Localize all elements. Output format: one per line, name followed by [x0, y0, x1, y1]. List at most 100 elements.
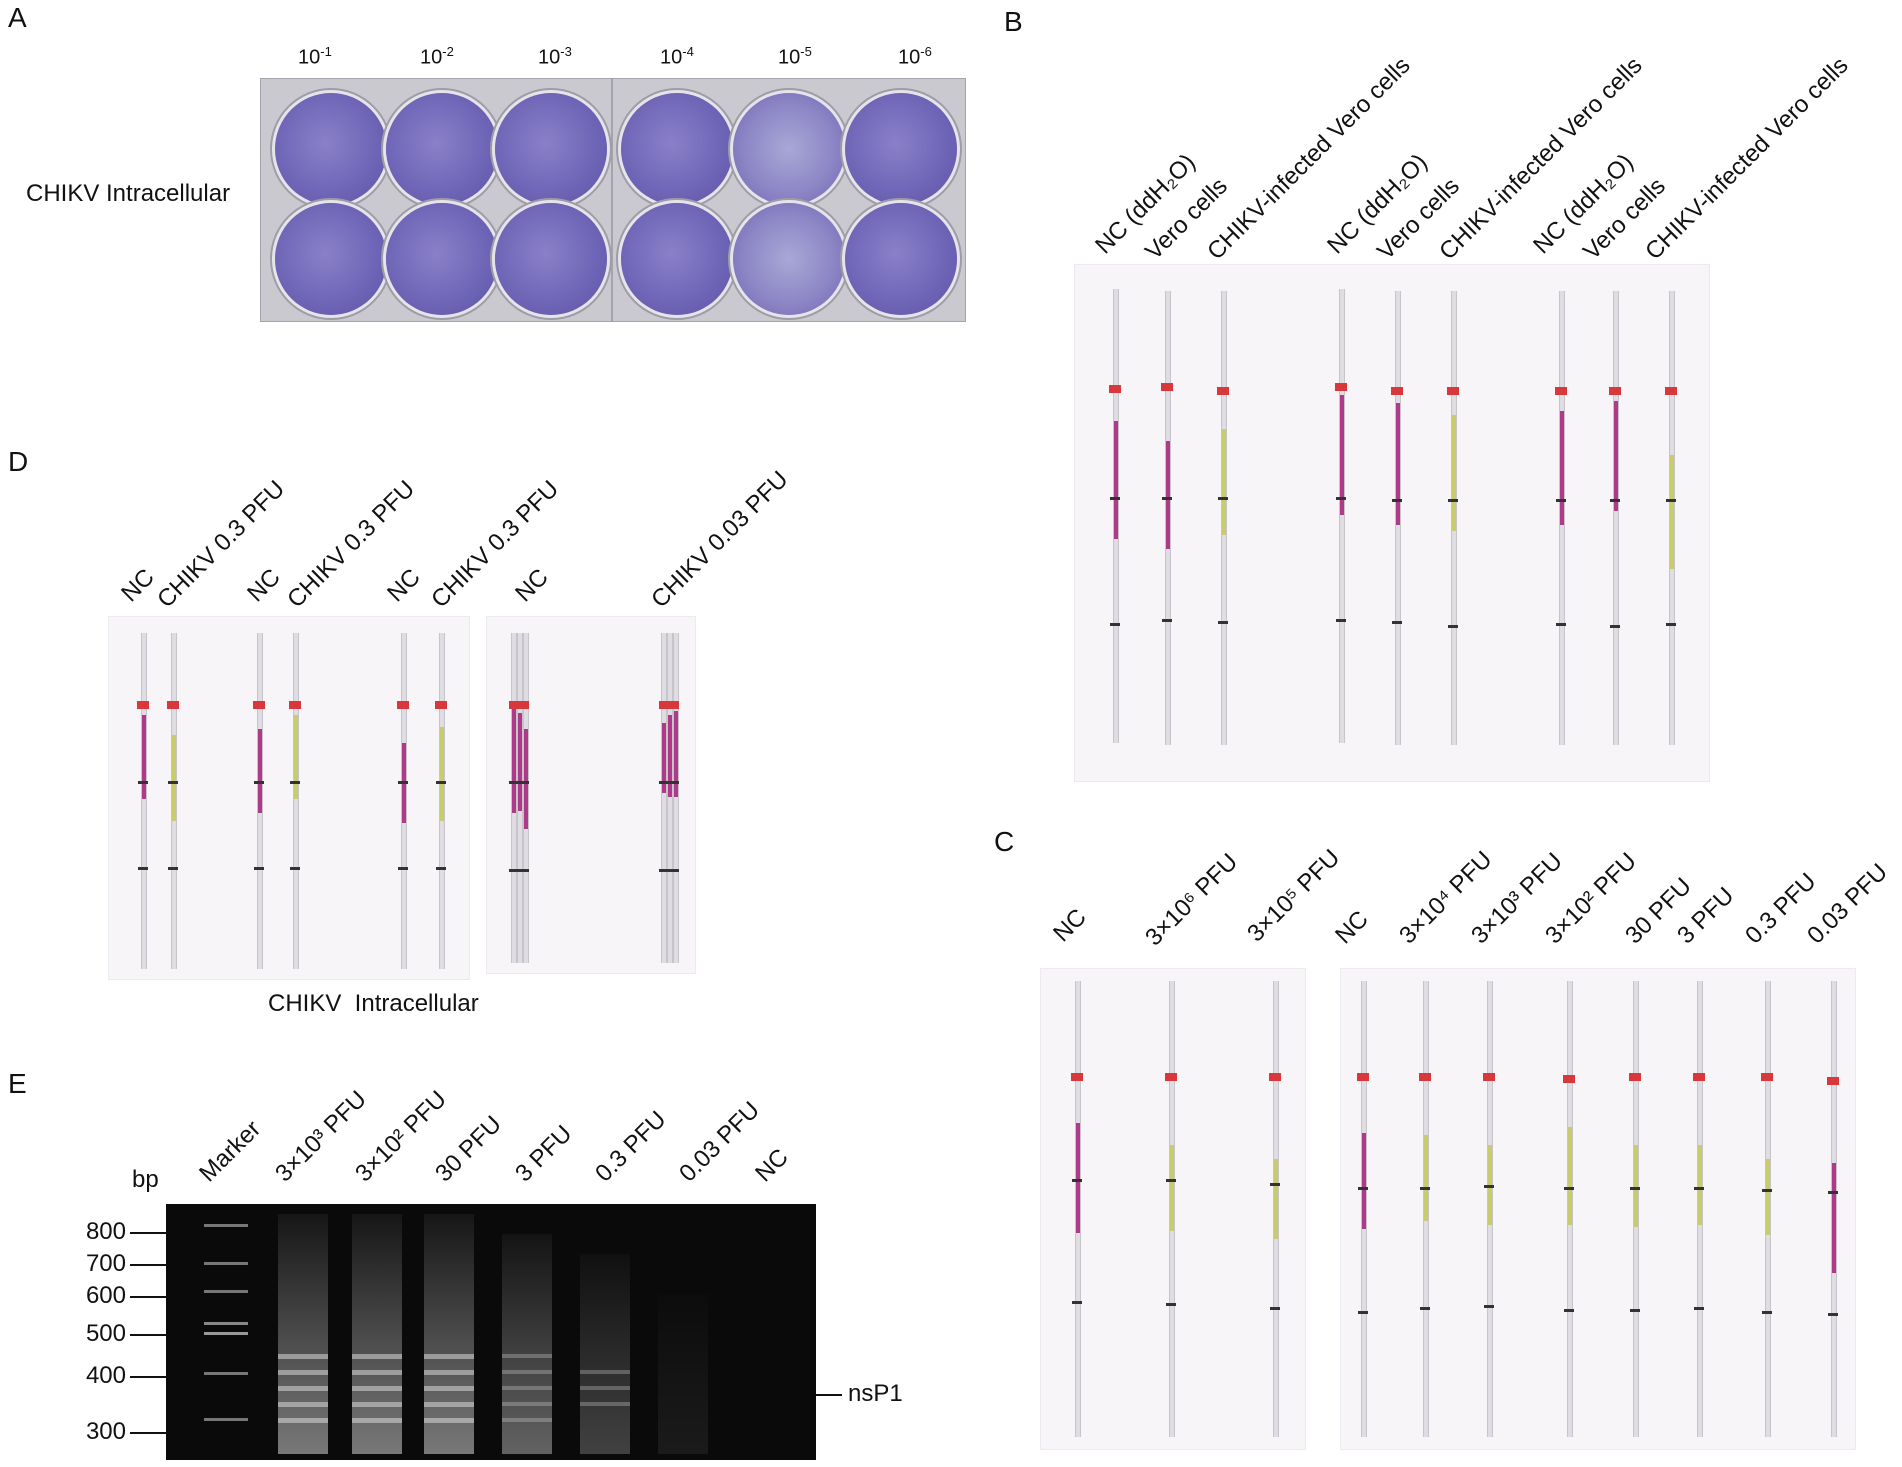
- size-marker-tick: [130, 1432, 166, 1434]
- size-marker-tick: [130, 1232, 166, 1234]
- control-line: [138, 781, 148, 784]
- lane-label-c1: NC: [1048, 903, 1092, 948]
- plate-well: [733, 93, 845, 205]
- strip-cap: [1269, 1073, 1281, 1081]
- dilution-label-3: 10-3: [538, 44, 572, 69]
- strip-cap: [1161, 383, 1173, 391]
- size-marker-tick: [130, 1264, 166, 1266]
- size-marker-800: 800: [85, 1218, 126, 1245]
- test-strip: [293, 633, 299, 969]
- lane-label-d8: CHIKV 0.03 PFU: [646, 465, 794, 614]
- plate-well: [495, 203, 607, 315]
- plate-well: [733, 203, 845, 315]
- strip-cap: [659, 701, 679, 709]
- strip-cap: [1827, 1077, 1839, 1085]
- strip-cap: [1555, 387, 1567, 395]
- positive-band: [258, 729, 262, 813]
- strip-cap: [1217, 387, 1229, 395]
- gel-bands-svg: [204, 1214, 708, 1454]
- control-line: [1166, 1303, 1176, 1306]
- bp-unit-label: bp: [132, 1166, 159, 1193]
- control-line: [1110, 623, 1120, 626]
- strip-cap: [253, 701, 265, 709]
- gel-lane-smear: [424, 1214, 474, 1454]
- plate-well: [386, 203, 498, 315]
- test-strip: [1613, 291, 1619, 745]
- strip-cap: [137, 701, 149, 709]
- control-line: [1484, 1185, 1494, 1188]
- control-line: [1218, 621, 1228, 624]
- strip-card-d-right: [486, 616, 696, 974]
- strip-cap: [1357, 1073, 1369, 1081]
- strip-card-c-right: [1340, 968, 1856, 1450]
- test-strip: [673, 633, 679, 963]
- control-line: [509, 869, 529, 872]
- negative-band: [172, 735, 176, 821]
- control-line: [290, 781, 300, 784]
- negative-band: [1766, 1159, 1770, 1235]
- gel-lane-smear: [658, 1294, 708, 1454]
- control-line: [1336, 619, 1346, 622]
- plate-well: [621, 93, 733, 205]
- positive-band: [518, 713, 522, 811]
- nsp1-band-label: nsP1: [848, 1380, 903, 1407]
- size-marker-600: 600: [85, 1282, 126, 1309]
- control-line: [138, 867, 148, 870]
- positive-band: [1362, 1133, 1366, 1229]
- strip-cap: [1563, 1075, 1575, 1083]
- control-line: [1484, 1305, 1494, 1308]
- panel-d-caption: CHIKV Intracellular: [268, 990, 479, 1017]
- lane-label-d1: NC: [116, 563, 160, 608]
- control-line: [1610, 499, 1620, 502]
- gel-lane-smear: [580, 1254, 630, 1454]
- panel-d-letter: D: [8, 446, 29, 477]
- panel-b-letter: B: [1004, 6, 1023, 37]
- positive-band: [1560, 411, 1564, 525]
- control-line: [1448, 499, 1458, 502]
- control-line: [1630, 1187, 1640, 1190]
- control-line: [398, 781, 408, 784]
- control-line: [1392, 621, 1402, 624]
- ladder-bands-faint: [502, 1354, 630, 1422]
- size-marker-400: 400: [85, 1362, 126, 1389]
- positive-band: [674, 711, 678, 797]
- plate-row-label: CHIKV Intracellular: [26, 180, 231, 207]
- plate-well: [621, 203, 733, 315]
- control-line: [1072, 1179, 1082, 1182]
- control-line: [1564, 1309, 1574, 1312]
- positive-band: [1832, 1163, 1836, 1273]
- strip-card-c-left: [1040, 968, 1306, 1450]
- control-line: [1556, 499, 1566, 502]
- strip-cap: [1335, 383, 1347, 391]
- negative-band: [294, 715, 298, 799]
- control-line: [1630, 1309, 1640, 1312]
- control-line: [1762, 1189, 1772, 1192]
- strip-cap: [167, 701, 179, 709]
- control-line: [1336, 497, 1346, 500]
- strip-cap: [1629, 1073, 1641, 1081]
- lane-label-c4: NC: [1330, 905, 1374, 950]
- control-line: [1162, 619, 1172, 622]
- negative-band: [1452, 415, 1456, 531]
- dilution-label-1: 10-1: [298, 44, 332, 69]
- strip-cap: [1419, 1073, 1431, 1081]
- lane-label-d5: NC: [382, 563, 426, 608]
- control-line: [1392, 499, 1402, 502]
- lane-label-d3: NC: [242, 563, 286, 608]
- strip-cap: [397, 701, 409, 709]
- control-line: [1694, 1187, 1704, 1190]
- control-line: [436, 781, 446, 784]
- negative-band: [1568, 1127, 1572, 1225]
- control-line: [436, 867, 446, 870]
- strip-card-d-left: [108, 616, 470, 980]
- strip-cap: [1165, 1073, 1177, 1081]
- gel-lane-label-8: NC: [750, 1143, 794, 1188]
- control-line: [1270, 1307, 1280, 1310]
- control-line: [1166, 1179, 1176, 1182]
- plate-well: [386, 93, 498, 205]
- control-line: [1420, 1187, 1430, 1190]
- control-line: [1666, 623, 1676, 626]
- positive-band: [1614, 401, 1618, 511]
- marker-lane: [204, 1224, 248, 1421]
- test-strip: [141, 633, 147, 969]
